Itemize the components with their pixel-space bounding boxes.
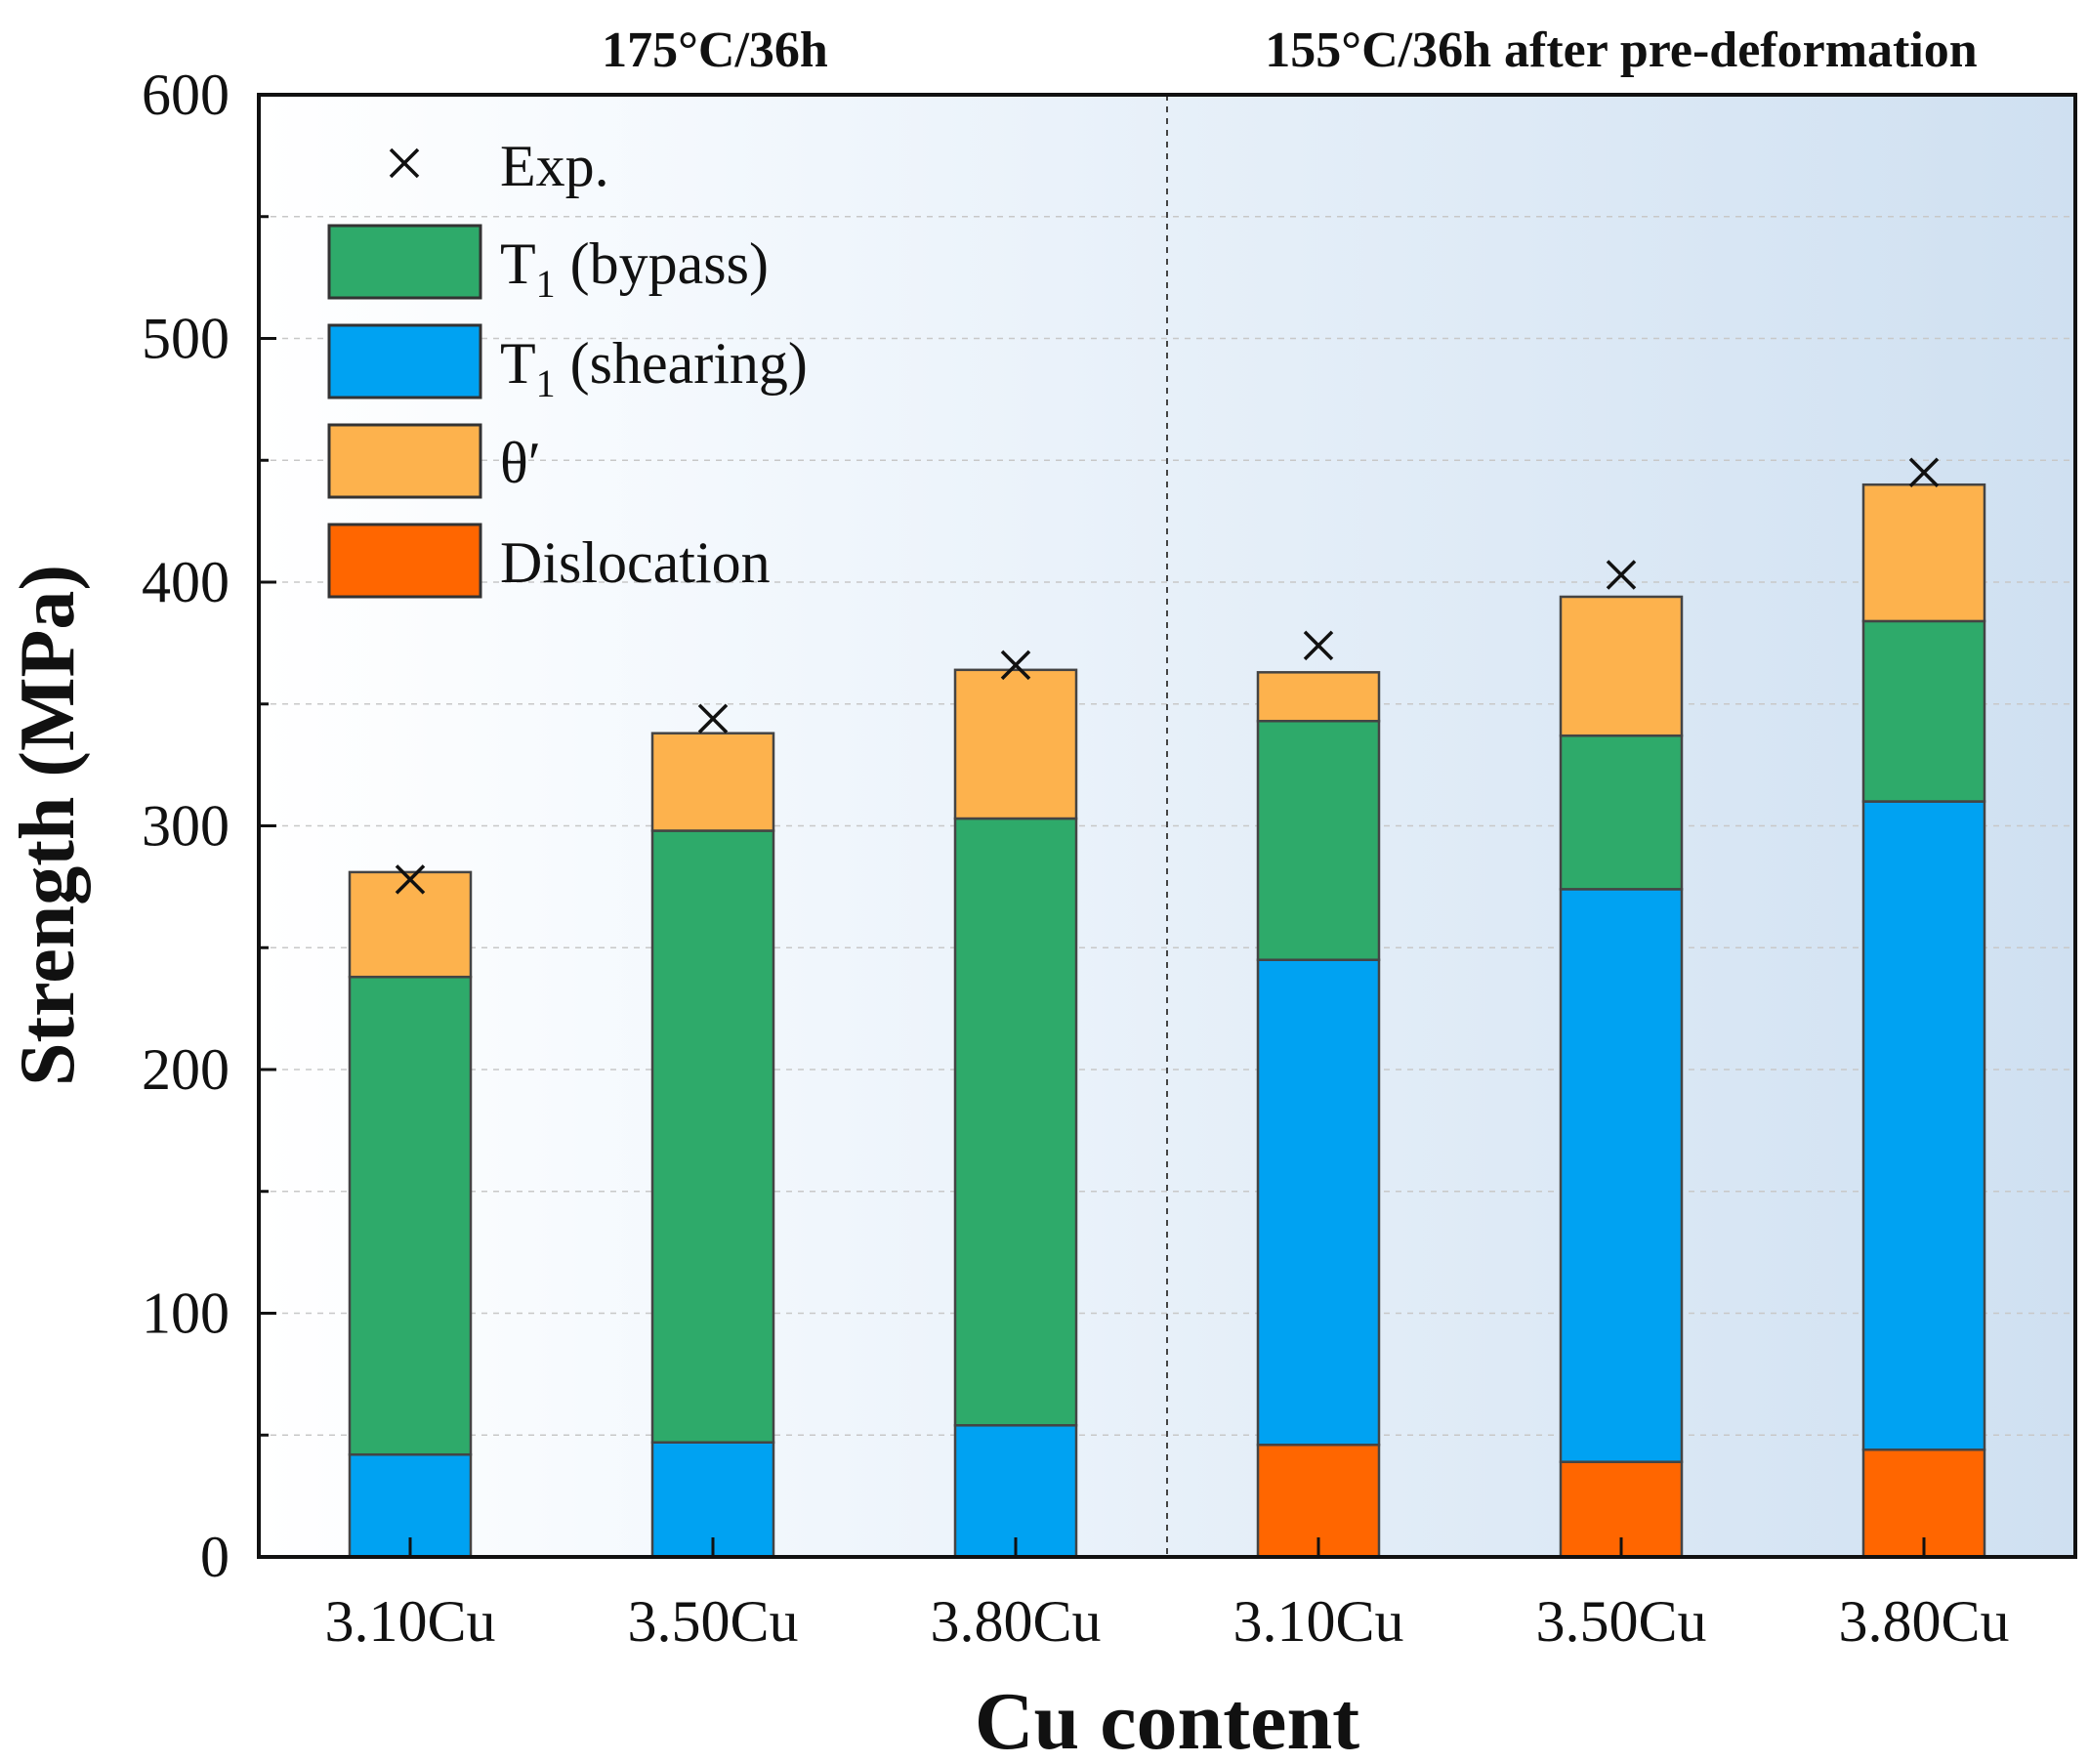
y-tick-label-500: 500 bbox=[142, 307, 230, 371]
bar-series-3-5 bbox=[1861, 483, 1986, 623]
bar-series-3-4 bbox=[1559, 595, 1684, 737]
bar-series-3-3 bbox=[1256, 671, 1381, 723]
exp-point-0 bbox=[395, 864, 426, 895]
legend: Exp. T1 (bypass) T1 (shearing) θ′ Disloc… bbox=[327, 134, 808, 599]
bar-t1-bypass-2 bbox=[953, 817, 1078, 1427]
bar-t1-shearing-3 bbox=[1256, 958, 1381, 1447]
x-tick-label-0: 3.10Cu bbox=[324, 1589, 495, 1654]
plot-frame bbox=[257, 93, 2077, 1559]
bar-t1-bypass-0 bbox=[348, 975, 473, 1456]
x-tick-label-1: 3.50Cu bbox=[627, 1589, 798, 1654]
bar-t1-shearing-5 bbox=[1861, 800, 1986, 1451]
bar-t1-shearing-2 bbox=[953, 1424, 1078, 1559]
legend-label-exp: Exp. bbox=[500, 134, 609, 198]
bar-t1-bypass-1 bbox=[650, 829, 775, 1444]
bar-t1-bypass-3 bbox=[1256, 719, 1381, 961]
bar-t1-bypass-4 bbox=[1559, 734, 1684, 891]
y-tick-label-200: 200 bbox=[142, 1037, 230, 1102]
y-tick-label-600: 600 bbox=[142, 63, 230, 127]
legend-label-theta: θ′ bbox=[500, 431, 541, 495]
legend-label-shearing: T1 (shearing) bbox=[500, 331, 808, 405]
x-tick-label-4: 3.50Cu bbox=[1535, 1589, 1706, 1654]
group-label-2: 155°C/36h after pre-deformation bbox=[1265, 22, 1978, 78]
x-tick-label-2: 3.80Cu bbox=[930, 1589, 1101, 1654]
x-axis-title: Cu content bbox=[975, 1676, 1359, 1764]
experimental-markers bbox=[395, 457, 1940, 895]
exp-point-4 bbox=[1606, 560, 1637, 590]
legend-label-dislocation: Dislocation bbox=[500, 530, 771, 595]
group-label-1: 175°C/36h bbox=[602, 22, 828, 78]
exp-point-2 bbox=[1000, 650, 1031, 681]
exp-point-5 bbox=[1908, 457, 1940, 487]
legend-swatch-dislocation bbox=[327, 523, 482, 599]
axes: 0 100 200 300 400 500 600 3.10Cu 3.50Cu 3.80Cu 3.1… bbox=[142, 63, 2010, 1654]
y-tick-label-300: 300 bbox=[142, 794, 230, 859]
y-axis-title: Strength (MPa) bbox=[5, 565, 91, 1086]
bar-t1-shearing-4 bbox=[1559, 888, 1684, 1463]
legend-swatch-shearing bbox=[327, 323, 482, 399]
x-tick-label-5: 3.80Cu bbox=[1838, 1589, 2009, 1654]
bar-series-3-1 bbox=[650, 732, 775, 832]
bar-series-3-2 bbox=[953, 668, 1078, 820]
legend-swatch-theta bbox=[327, 423, 482, 499]
bar-t1-bypass-5 bbox=[1861, 619, 1986, 803]
exp-point-3 bbox=[1303, 630, 1334, 661]
y-tick-label-0: 0 bbox=[200, 1525, 230, 1589]
bar-series-3-0 bbox=[348, 870, 473, 979]
legend-swatch-bypass bbox=[327, 224, 482, 300]
x-tick-label-3: 3.10Cu bbox=[1233, 1589, 1403, 1654]
legend-label-bypass: T1 (bypass) bbox=[500, 231, 769, 306]
y-tick-label-400: 400 bbox=[142, 550, 230, 614]
y-tick-label-100: 100 bbox=[142, 1281, 230, 1346]
exp-point-1 bbox=[697, 703, 729, 734]
legend-exp-marker bbox=[389, 147, 420, 179]
